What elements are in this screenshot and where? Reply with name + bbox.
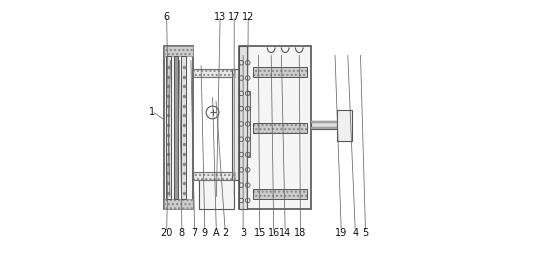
Bar <box>254 189 307 199</box>
Bar <box>194 70 235 77</box>
Bar <box>239 47 311 210</box>
Bar <box>254 67 307 77</box>
Bar <box>182 57 186 199</box>
Bar <box>174 57 178 199</box>
Text: 3: 3 <box>240 227 246 237</box>
Bar <box>194 173 235 180</box>
Text: 16: 16 <box>268 227 280 237</box>
Bar <box>254 123 307 133</box>
Bar <box>194 70 235 77</box>
Text: 14: 14 <box>279 227 292 237</box>
Bar <box>254 189 307 199</box>
Bar <box>164 47 194 57</box>
Bar <box>239 47 247 210</box>
Text: 6: 6 <box>163 11 170 22</box>
Text: A: A <box>213 227 219 237</box>
Bar <box>194 173 235 180</box>
Bar <box>311 122 338 130</box>
Bar <box>247 91 250 157</box>
Bar <box>254 123 307 133</box>
Text: 12: 12 <box>242 11 255 22</box>
Text: 9: 9 <box>202 227 208 237</box>
Bar <box>164 199 194 210</box>
Text: 1: 1 <box>149 107 155 117</box>
Bar <box>311 128 338 130</box>
Text: 20: 20 <box>161 227 173 237</box>
Text: 13: 13 <box>214 11 226 22</box>
Text: 8: 8 <box>179 227 185 237</box>
Text: 4: 4 <box>352 227 359 237</box>
Text: 17: 17 <box>228 11 240 22</box>
Bar <box>338 110 351 141</box>
Bar <box>164 47 194 210</box>
Text: 7: 7 <box>191 227 198 237</box>
Bar <box>254 67 307 77</box>
Text: 19: 19 <box>335 227 348 237</box>
Text: 15: 15 <box>254 227 266 237</box>
Text: 5: 5 <box>362 227 368 237</box>
Bar <box>311 122 338 124</box>
Bar <box>199 180 234 210</box>
Text: 18: 18 <box>294 227 307 237</box>
Bar <box>232 70 239 180</box>
Text: 2: 2 <box>222 227 228 237</box>
Bar <box>166 57 170 199</box>
